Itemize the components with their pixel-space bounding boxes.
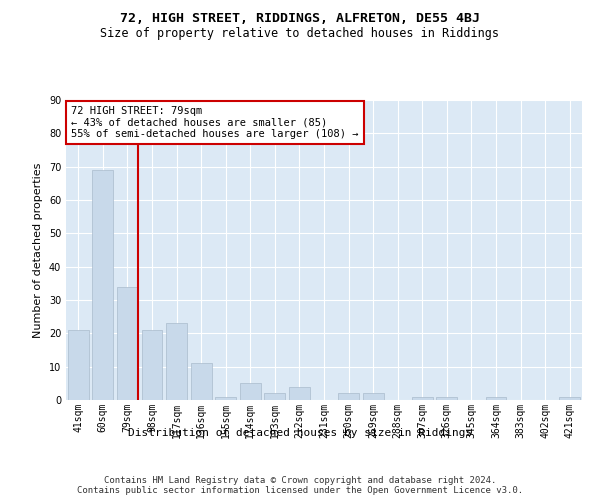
Bar xyxy=(362,394,383,400)
Bar xyxy=(240,384,261,400)
Bar xyxy=(92,170,113,400)
Text: Size of property relative to detached houses in Riddings: Size of property relative to detached ho… xyxy=(101,28,499,40)
Bar xyxy=(215,396,236,400)
Bar xyxy=(436,396,457,400)
Bar xyxy=(166,324,187,400)
Bar xyxy=(559,396,580,400)
Y-axis label: Number of detached properties: Number of detached properties xyxy=(33,162,43,338)
Bar xyxy=(265,394,286,400)
Bar xyxy=(117,286,138,400)
Bar xyxy=(412,396,433,400)
Bar xyxy=(289,386,310,400)
Bar xyxy=(338,394,359,400)
Text: Contains HM Land Registry data © Crown copyright and database right 2024.
Contai: Contains HM Land Registry data © Crown c… xyxy=(77,476,523,495)
Bar xyxy=(191,364,212,400)
Bar xyxy=(68,330,89,400)
Text: 72 HIGH STREET: 79sqm
← 43% of detached houses are smaller (85)
55% of semi-deta: 72 HIGH STREET: 79sqm ← 43% of detached … xyxy=(71,106,359,139)
Text: Distribution of detached houses by size in Riddings: Distribution of detached houses by size … xyxy=(128,428,472,438)
Bar xyxy=(142,330,163,400)
Text: 72, HIGH STREET, RIDDINGS, ALFRETON, DE55 4BJ: 72, HIGH STREET, RIDDINGS, ALFRETON, DE5… xyxy=(120,12,480,26)
Bar xyxy=(485,396,506,400)
